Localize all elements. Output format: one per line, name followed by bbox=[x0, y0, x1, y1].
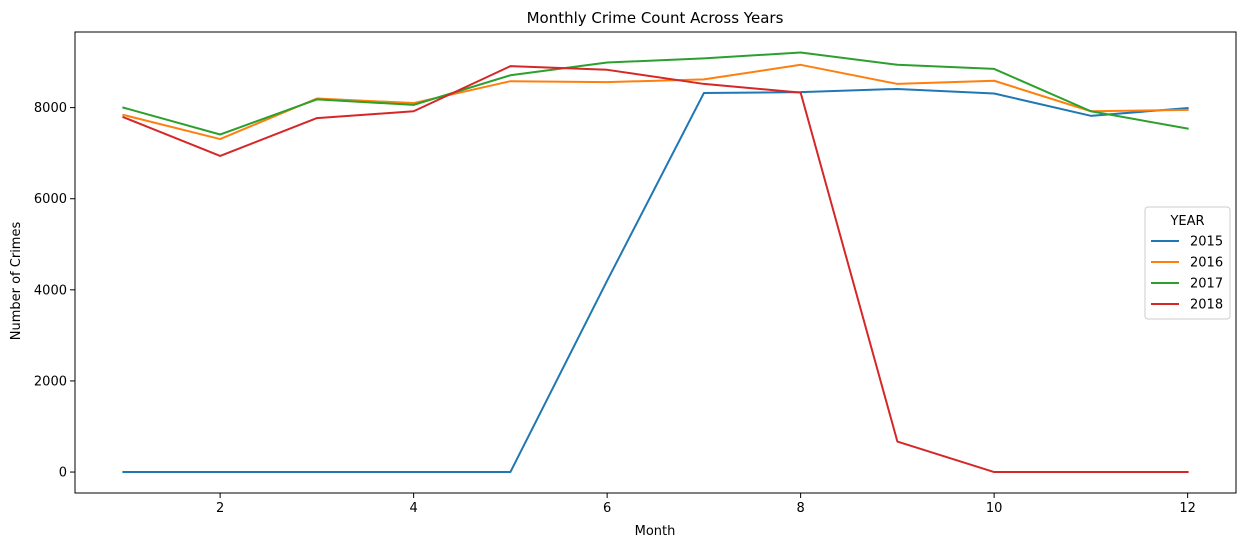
y-tick-label: 4000 bbox=[34, 283, 67, 298]
y-tick-label: 8000 bbox=[34, 101, 67, 116]
series-line-2018 bbox=[122, 65, 1189, 474]
y-axis: 0 2000 4000 6000 8000 bbox=[34, 101, 75, 481]
x-axis-label: Month bbox=[635, 524, 676, 539]
plot-frame bbox=[74, 31, 1237, 494]
x-tick-label: 6 bbox=[603, 501, 611, 516]
x-tick-label: 4 bbox=[409, 501, 417, 516]
plot-area bbox=[122, 51, 1189, 474]
series-line-2017 bbox=[122, 51, 1189, 136]
y-tick-label: 6000 bbox=[34, 192, 67, 207]
y-tick-label: 2000 bbox=[34, 374, 67, 389]
x-tick-label: 12 bbox=[1179, 501, 1196, 516]
x-tick-label: 10 bbox=[986, 501, 1003, 516]
chart-title: Monthly Crime Count Across Years bbox=[527, 9, 784, 27]
legend: YEAR 2015 2016 2017 2018 bbox=[1144, 206, 1231, 320]
y-tick-label: 0 bbox=[59, 466, 67, 481]
series-line-2015 bbox=[122, 87, 1189, 474]
legend-box bbox=[1144, 206, 1231, 320]
x-axis: 2 4 6 8 10 12 bbox=[216, 493, 1196, 516]
legend-label-2016: 2016 bbox=[1190, 256, 1223, 271]
legend-label-2017: 2017 bbox=[1190, 277, 1223, 292]
legend-label-2015: 2015 bbox=[1190, 235, 1223, 250]
x-tick-label: 8 bbox=[796, 501, 804, 516]
x-tick-label: 2 bbox=[216, 501, 224, 516]
legend-title: YEAR bbox=[1169, 214, 1204, 229]
legend-label-2018: 2018 bbox=[1190, 298, 1223, 313]
y-axis-label: Number of Crimes bbox=[9, 222, 24, 341]
